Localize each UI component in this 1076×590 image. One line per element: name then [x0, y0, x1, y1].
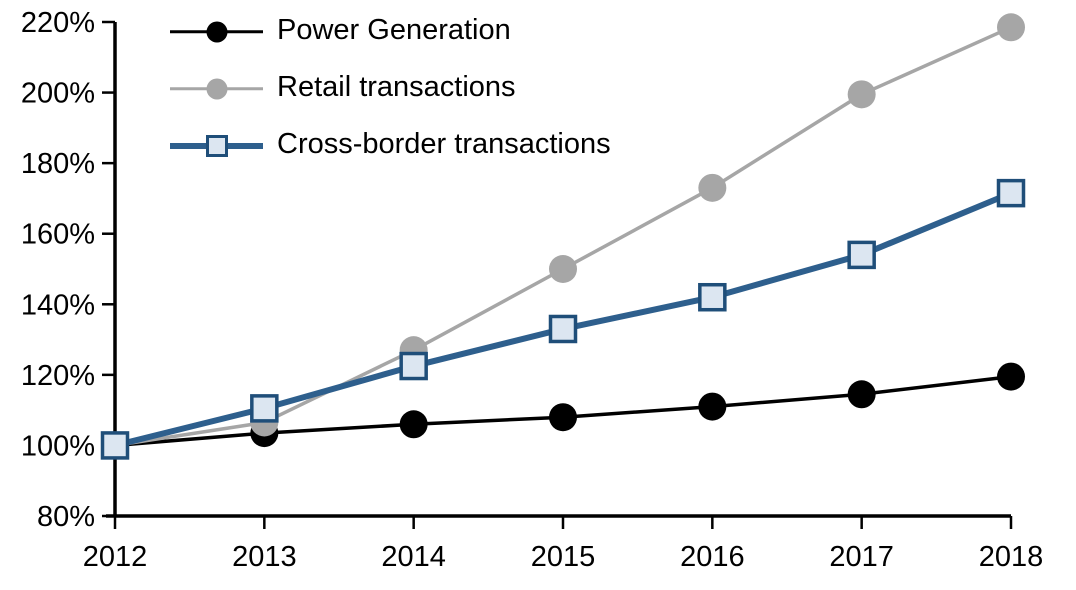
legend-sample-cross-border-transactions: [170, 132, 263, 160]
data-point-retail-transactions-2015: [549, 255, 577, 283]
data-point-power-generation-2015: [549, 403, 577, 432]
data-point-retail-transactions-2017: [847, 80, 876, 109]
x-tick-label: 2012: [83, 541, 148, 573]
legend-circle-marker-gray: [206, 78, 227, 99]
legend-label: Power Generation: [277, 13, 511, 46]
legend-item-retail-transactions: Retail transactions: [170, 60, 611, 117]
y-tick-label: 200%: [21, 78, 95, 110]
legend-sample-power-generation: [170, 18, 263, 46]
legend-label: Cross-border transactions: [277, 127, 611, 160]
y-tick-label: 100%: [21, 430, 95, 462]
data-point-cross-border-transactions-2013: [250, 394, 279, 423]
data-point-retail-transactions-2016: [698, 173, 727, 202]
x-tick-label: 2013: [232, 541, 297, 573]
legend-circle-marker-black: [206, 21, 227, 42]
data-point-retail-transactions-2018: [997, 13, 1025, 42]
data-point-power-generation-2016: [698, 392, 727, 421]
y-tick-label: 120%: [21, 360, 95, 392]
data-point-cross-border-transactions-2012: [100, 431, 130, 460]
y-tick-label: 180%: [21, 148, 95, 180]
legend-item-cross-border-transactions: Cross-border transactions: [170, 117, 611, 174]
data-point-power-generation-2014: [399, 410, 428, 439]
data-point-cross-border-transactions-2018: [996, 178, 1026, 208]
x-tick-label: 2017: [829, 541, 894, 573]
legend-item-power-generation: Power Generation: [170, 3, 611, 60]
data-point-cross-border-transactions-2014: [399, 351, 428, 381]
y-tick-label: 80%: [37, 501, 95, 533]
legend-label: Retail transactions: [277, 70, 516, 103]
y-tick-label: 160%: [21, 219, 95, 251]
data-point-power-generation-2017: [847, 380, 876, 409]
y-tick-label: 220%: [21, 7, 95, 39]
x-tick-label: 2014: [381, 541, 446, 573]
legend-square-marker-blue: [205, 134, 228, 157]
x-tick-label: 2016: [680, 541, 745, 573]
x-tick-label: 2015: [531, 541, 596, 573]
x-tick-label: 2018: [979, 541, 1044, 573]
data-point-cross-border-transactions-2016: [698, 282, 727, 312]
data-point-cross-border-transactions-2017: [847, 240, 876, 270]
legend-sample-retail-transactions: [170, 75, 263, 103]
data-point-cross-border-transactions-2015: [548, 314, 578, 344]
data-point-power-generation-2018: [997, 362, 1025, 391]
y-tick-label: 140%: [21, 289, 95, 321]
chart-legend: Power Generation Retail transactions Cro…: [170, 3, 611, 174]
